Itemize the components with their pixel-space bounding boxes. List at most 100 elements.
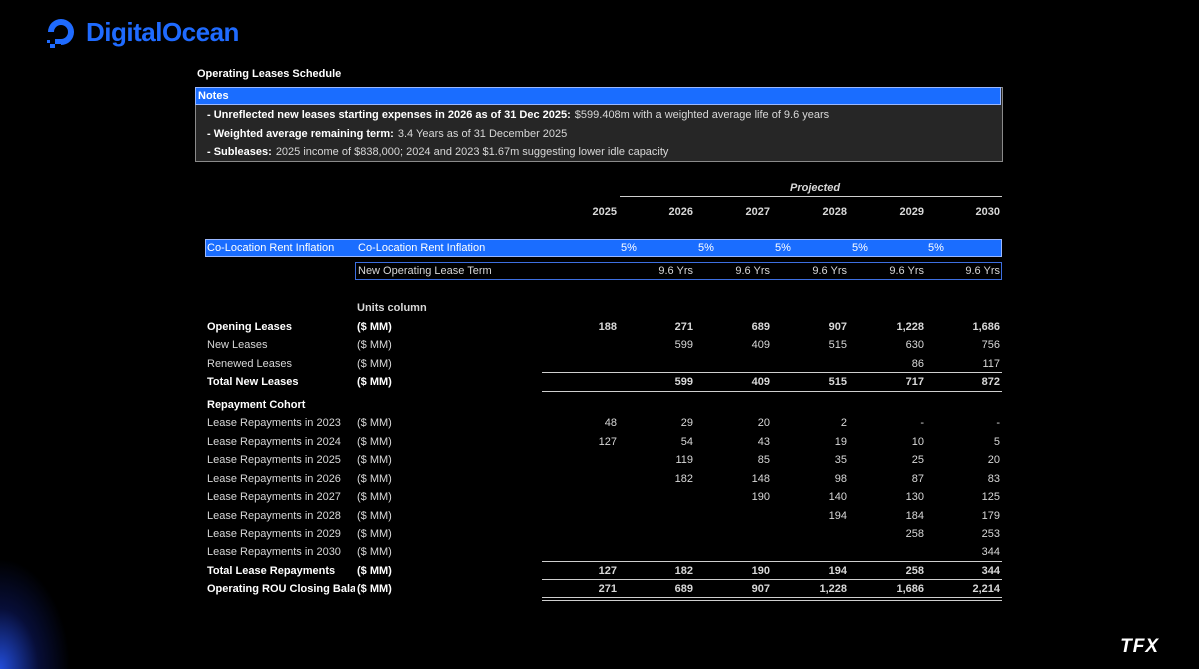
term-value: 9.6 Yrs <box>812 265 847 277</box>
row-value: 98 <box>834 472 847 485</box>
total-rule <box>542 560 1002 562</box>
row-value: 409 <box>751 376 770 389</box>
row-value: 907 <box>751 583 770 596</box>
row-value: 2,214 <box>972 583 1000 596</box>
logo-text: DigitalOcean <box>86 16 239 47</box>
row-value: 19 <box>834 435 847 448</box>
inflation-value: 5% <box>775 242 791 254</box>
projected-rule <box>620 196 1002 197</box>
row-value: 20 <box>987 454 1000 467</box>
row-value: 717 <box>905 376 924 389</box>
row-unit: ($ MM) <box>357 417 392 430</box>
row-value: 130 <box>905 491 924 504</box>
row-value: 344 <box>981 564 1000 577</box>
note-label: - Weighted average remaining term: <box>207 127 394 140</box>
double-rule <box>542 597 1002 599</box>
row-value: 756 <box>981 339 1000 352</box>
row-value: 258 <box>905 564 924 577</box>
logo-icon <box>47 19 74 48</box>
row-label: New Leases <box>207 339 268 352</box>
row-value: 515 <box>828 376 847 389</box>
row-value: 117 <box>982 357 1000 370</box>
row-value: 127 <box>598 435 617 448</box>
row-label: Lease Repayments in 2025 <box>207 454 341 467</box>
row-value: 182 <box>674 564 693 577</box>
row-label: Lease Repayments in 2028 <box>207 509 341 522</box>
total-rule <box>542 372 1002 374</box>
year-header: 2030 <box>975 206 1000 218</box>
row-value: 689 <box>751 321 770 333</box>
term-value: 9.6 Yrs <box>658 265 693 277</box>
row-value: 599 <box>674 376 693 389</box>
row-label: Total New Leases <box>207 376 299 389</box>
row-value: 194 <box>828 564 847 577</box>
inflation-value: 5% <box>852 242 868 254</box>
row-label: Total Lease Repayments <box>207 564 336 577</box>
note-label: - Subleases: <box>207 146 272 158</box>
row-value: 409 <box>751 339 770 352</box>
note-line: - Unreflected new leases starting expens… <box>207 107 829 123</box>
row-value: 10 <box>911 435 924 448</box>
row-label: Lease Repayments in 2023 <box>207 417 341 430</box>
row-value: 5 <box>993 435 1000 448</box>
row-label: Renewed Leases <box>207 357 293 370</box>
row-value: 344 <box>981 546 1000 559</box>
term-value: 9.6 Yrs <box>735 265 770 277</box>
row-value: 1,686 <box>896 583 924 596</box>
row-value: 119 <box>675 454 693 467</box>
row-value: 179 <box>981 509 1000 522</box>
row-unit: ($ MM) <box>357 509 392 522</box>
row-value: 29 <box>680 417 693 430</box>
row-unit: ($ MM) <box>357 339 392 352</box>
row-label: Lease Repayments in 2027 <box>207 491 341 504</box>
row-value: 190 <box>751 564 770 577</box>
note-line: - Weighted average remaining term: 3.4 Ye… <box>207 126 567 142</box>
sheet-title: Operating Leases Schedule <box>197 68 342 80</box>
projected-label: Projected <box>790 182 841 194</box>
row-unit: ($ MM) <box>357 472 392 485</box>
row-value: 2 <box>840 417 847 430</box>
row-unit: ($ MM) <box>357 546 392 559</box>
row-value: 54 <box>680 435 693 448</box>
row-unit: ($ MM) <box>357 454 392 467</box>
row-unit: ($ MM) <box>357 583 392 596</box>
term-value: 9.6 Yrs <box>965 265 1000 277</box>
row-value: 35 <box>834 454 847 467</box>
row-unit: ($ MM) <box>357 527 392 540</box>
row-value: 907 <box>828 321 847 333</box>
row-unit: ($ MM) <box>357 376 392 389</box>
row-value: 127 <box>598 564 617 577</box>
row-value: 20 <box>757 417 770 430</box>
row-label: Opening Leases <box>207 321 292 333</box>
inflation-bar <box>205 239 1002 257</box>
row-value: 125 <box>981 491 1000 504</box>
row-value: 86 <box>911 357 924 370</box>
row-value: 689 <box>674 583 693 596</box>
footer-logo: TFX <box>1120 636 1159 657</box>
row-value: 25 <box>911 454 924 467</box>
inflation-label2: Co-Location Rent Inflation <box>358 242 486 254</box>
inflation-value: 5% <box>621 242 637 254</box>
row-value: 1,686 <box>972 321 1000 333</box>
note-text: $599.408m with a weighted average life o… <box>574 109 830 121</box>
row-value: 83 <box>987 472 1000 485</box>
row-value: 43 <box>757 435 770 448</box>
inflation-value: 5% <box>698 242 714 254</box>
note-label: - Unreflected new leases starting expens… <box>207 109 571 121</box>
year-header: 2029 <box>899 206 924 218</box>
notes-header: Notes <box>198 90 229 102</box>
row-value: 87 <box>911 472 924 485</box>
year-header: 2028 <box>822 206 847 218</box>
row-label: Repayment Cohort <box>207 398 306 411</box>
term-box <box>355 262 1002 280</box>
row-value: 190 <box>751 491 770 504</box>
row-value: - <box>996 417 1000 430</box>
row-value: 1,228 <box>896 321 924 333</box>
note-line: - Subleases: 2025 income of $838,000; 202… <box>207 144 668 160</box>
row-value: 271 <box>598 583 617 596</box>
row-value: 1,228 <box>819 583 847 596</box>
row-value: 630 <box>905 339 924 352</box>
note-text: 3.4 Years as of 31 December 2025 <box>397 127 568 140</box>
row-value: 872 <box>981 376 1000 389</box>
